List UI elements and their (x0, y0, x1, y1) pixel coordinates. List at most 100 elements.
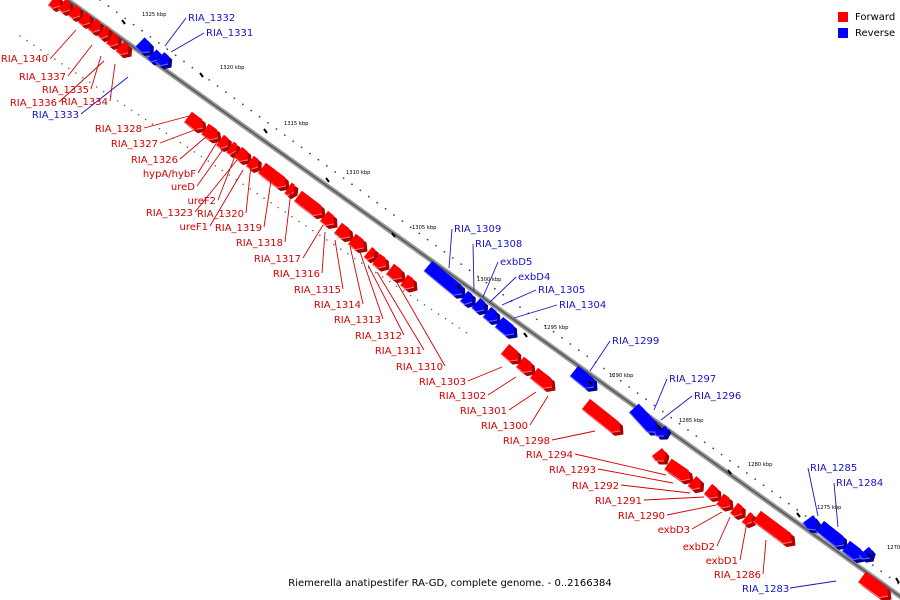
reverse-gene-arrow[interactable] (653, 425, 672, 440)
forward-gene-arrow[interactable] (333, 222, 354, 243)
forward-gene-label[interactable]: RIA_1326 (131, 155, 178, 166)
forward-gene-label[interactable]: RIA_1318 (236, 238, 283, 249)
forward-gene-arrow[interactable] (293, 190, 326, 220)
forward-gene-arrow[interactable] (500, 344, 522, 365)
forward-gene-arrow[interactable] (581, 398, 624, 436)
guide-dot (340, 248, 342, 250)
forward-gene-label[interactable]: RIA_1300 (481, 421, 528, 432)
reverse-label-leader (833, 482, 839, 528)
scale-tick-label: 1310 kbp (346, 170, 371, 176)
forward-gene-label[interactable]: RIA_1335 (42, 85, 89, 96)
forward-gene-arrow[interactable] (385, 263, 406, 284)
forward-gene-arrow[interactable] (77, 11, 94, 29)
forward-gene-label[interactable]: RIA_1328 (95, 124, 142, 135)
forward-gene-label[interactable]: exbD3 (658, 525, 690, 536)
forward-gene-arrow[interactable] (857, 571, 892, 600)
reverse-gene-arrow[interactable] (494, 316, 518, 339)
forward-gene-label[interactable]: RIA_1286 (714, 570, 761, 581)
forward-gene-label[interactable]: RIA_1294 (526, 450, 573, 461)
reverse-gene-arrow[interactable] (135, 37, 154, 56)
forward-gene-label[interactable]: RIA_1313 (334, 315, 381, 326)
reverse-gene-label[interactable]: RIA_1333 (32, 110, 79, 121)
forward-gene-label[interactable]: RIA_1291 (595, 496, 642, 507)
reverse-gene-arrow[interactable] (569, 365, 598, 392)
forward-gene-arrow[interactable] (529, 367, 556, 392)
forward-gene-label[interactable]: ureF1 (180, 222, 209, 233)
forward-gene-arrow[interactable] (215, 134, 232, 152)
forward-gene-arrow[interactable] (752, 510, 796, 548)
reverse-gene-label[interactable]: RIA_1285 (810, 463, 857, 474)
forward-gene-label[interactable]: RIA_1334 (61, 97, 108, 108)
forward-gene-label[interactable]: RIA_1314 (314, 300, 361, 311)
forward-gene-label[interactable]: hypA/hybF (143, 169, 196, 180)
forward-gene-arrow[interactable] (347, 233, 368, 254)
forward-gene-arrow[interactable] (515, 356, 536, 377)
forward-gene-label[interactable]: RIA_1320 (197, 209, 244, 220)
reverse-gene-arrow[interactable] (841, 540, 866, 564)
guide-dot (586, 355, 589, 358)
forward-gene-label[interactable]: RIA_1316 (273, 269, 320, 280)
forward-gene-arrow[interactable] (105, 32, 122, 50)
forward-gene-label[interactable]: RIA_1311 (375, 346, 422, 357)
forward-gene-arrow[interactable] (703, 483, 722, 502)
forward-gene-label[interactable]: RIA_1336 (10, 98, 57, 109)
reverse-gene-label[interactable]: RIA_1331 (206, 28, 253, 39)
reverse-gene-arrow[interactable] (471, 298, 489, 316)
forward-gene-arrow[interactable] (664, 458, 694, 485)
forward-gene-label[interactable]: RIA_1315 (294, 285, 341, 296)
forward-gene-label[interactable]: ureF2 (188, 196, 217, 207)
reverse-gene-label[interactable]: RIA_1299 (612, 336, 659, 347)
forward-gene-arrow[interactable] (741, 512, 757, 529)
forward-gene-label[interactable]: RIA_1317 (254, 254, 301, 265)
forward-gene-arrow[interactable] (399, 274, 418, 293)
forward-gene-arrow[interactable] (201, 123, 222, 144)
forward-gene-label[interactable]: RIA_1293 (549, 465, 596, 476)
reverse-gene-label[interactable]: RIA_1332 (188, 13, 235, 24)
forward-gene-label[interactable]: RIA_1327 (111, 139, 158, 150)
reverse-gene-label[interactable]: RIA_1283 (742, 584, 789, 595)
forward-gene-label[interactable]: RIA_1290 (618, 511, 665, 522)
forward-gene-label[interactable]: RIA_1340 (1, 54, 48, 65)
guide-dot (354, 257, 356, 260)
forward-gene-arrow[interactable] (651, 448, 670, 465)
forward-gene-arrow[interactable] (233, 146, 252, 165)
forward-gene-label[interactable]: RIA_1301 (460, 406, 507, 417)
reverse-gene-label[interactable]: RIA_1284 (836, 478, 883, 489)
reverse-gene-label[interactable]: RIA_1305 (538, 285, 585, 296)
forward-gene-label[interactable]: RIA_1337 (19, 72, 66, 83)
forward-gene-label[interactable]: RIA_1298 (503, 436, 550, 447)
forward-gene-label[interactable]: RIA_1310 (396, 362, 443, 373)
forward-gene-arrow[interactable] (729, 502, 746, 520)
forward-gene-arrow[interactable] (257, 162, 290, 192)
forward-gene-label[interactable]: exbD2 (683, 542, 715, 553)
reverse-gene-arrow[interactable] (155, 52, 173, 70)
reverse-gene-label[interactable]: exbD4 (518, 272, 550, 283)
forward-gene-arrow[interactable] (687, 476, 705, 494)
forward-gene-label[interactable]: RIA_1292 (572, 481, 619, 492)
reverse-gene-label[interactable]: RIA_1308 (475, 239, 522, 250)
forward-gene-label[interactable]: RIA_1303 (419, 377, 466, 388)
gene-arrow-highlight (703, 493, 719, 500)
reverse-gene-label[interactable]: exbD5 (500, 257, 532, 268)
forward-gene-arrow[interactable] (319, 210, 338, 229)
reverse-gene-arrow[interactable] (423, 260, 466, 299)
reverse-gene-arrow[interactable] (482, 306, 501, 325)
forward-gene-label[interactable]: RIA_1323 (146, 208, 193, 219)
forward-gene-arrow[interactable] (715, 493, 734, 512)
reverse-gene-arrow[interactable] (459, 290, 476, 308)
reverse-gene-label[interactable]: RIA_1309 (454, 224, 501, 235)
forward-gene-label[interactable]: RIA_1319 (215, 223, 262, 234)
reverse-gene-label[interactable]: RIA_1297 (669, 374, 716, 385)
forward-gene-arrow[interactable] (245, 155, 262, 173)
reverse-gene-label[interactable]: RIA_1304 (559, 300, 606, 311)
forward-gene-label[interactable]: RIA_1302 (439, 391, 486, 402)
reverse-gene-arrow[interactable] (815, 520, 848, 550)
reverse-gene-label[interactable]: RIA_1296 (694, 391, 741, 402)
forward-gene-label[interactable]: ureD (171, 182, 195, 193)
reverse-gene-arrow[interactable] (628, 403, 661, 436)
forward-gene-arrow[interactable] (67, 4, 84, 22)
forward-gene-label[interactable]: RIA_1312 (355, 331, 402, 342)
forward-gene-label[interactable]: exbD1 (706, 556, 738, 567)
forward-gene-arrow[interactable] (115, 41, 133, 59)
forward-gene-arrow[interactable] (371, 253, 390, 272)
